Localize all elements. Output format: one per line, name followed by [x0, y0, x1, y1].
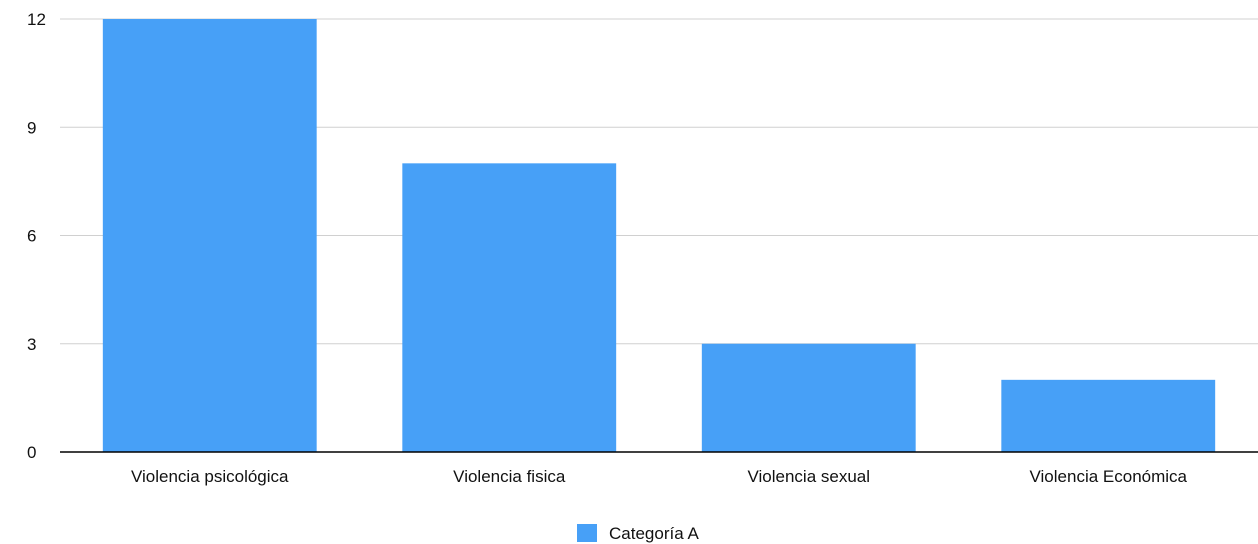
- y-tick-label: 12: [27, 10, 46, 29]
- x-tick-label: Violencia sexual: [747, 467, 870, 486]
- y-tick-label: 6: [27, 227, 36, 246]
- y-tick-label: 3: [27, 335, 36, 354]
- bar: [102, 19, 317, 452]
- legend-label: Categoría A: [609, 524, 699, 543]
- x-axis-labels: Violencia psicológica Violencia fisica Vio…: [131, 467, 1188, 486]
- x-tick-label: Violencia fisica: [453, 467, 566, 486]
- bar: [402, 163, 617, 453]
- bars: [102, 19, 1216, 453]
- y-tick-label: 0: [27, 443, 36, 462]
- y-axis-ticks: 0 3 6 9 12: [27, 10, 46, 462]
- x-tick-label: Violencia Económica: [1030, 467, 1188, 486]
- x-tick-label: Violencia psicológica: [131, 467, 289, 486]
- y-tick-label: 9: [27, 118, 36, 137]
- legend-swatch: [577, 524, 597, 542]
- bar: [701, 343, 916, 452]
- bar: [1001, 379, 1216, 452]
- legend: Categoría A: [577, 524, 699, 543]
